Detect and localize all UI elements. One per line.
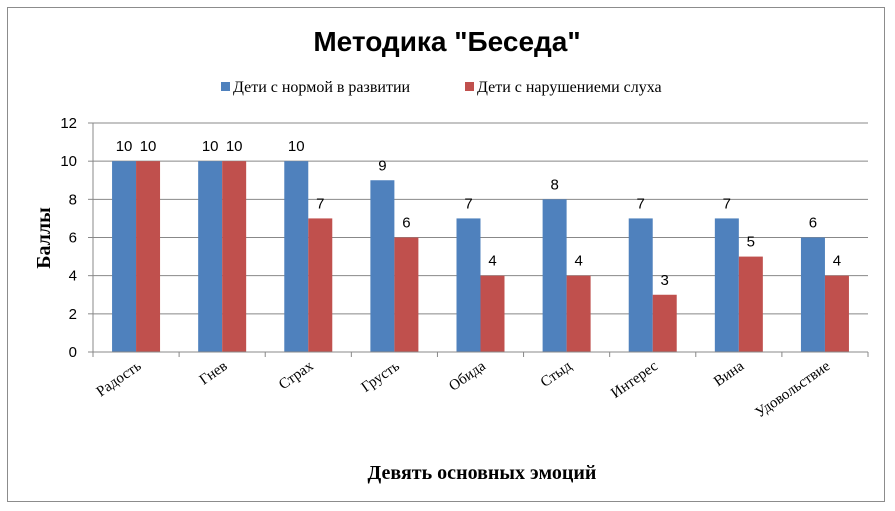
y-tick-label: 6 — [69, 230, 77, 247]
bar-series-1 — [714, 218, 739, 352]
data-label-series-2: 10 — [226, 138, 243, 155]
legend: Дети с нормой в развитии Дети с нарушени… — [221, 79, 662, 96]
data-label-series-2: 5 — [747, 234, 755, 251]
y-tick-label: 10 — [60, 153, 77, 170]
bar-series-1 — [198, 161, 223, 352]
data-label-series-1: 7 — [637, 195, 645, 212]
bar-series-2 — [308, 218, 333, 352]
x-axis-title: Девять основных эмоций — [368, 462, 597, 484]
bar-series-2 — [480, 275, 505, 352]
y-tick-label: 12 — [60, 115, 77, 132]
data-label-series-1: 8 — [550, 176, 558, 193]
bar-series-1 — [800, 237, 825, 352]
category-label: Страх — [276, 358, 317, 393]
data-label-series-2: 7 — [316, 195, 324, 212]
data-label-series-1: 9 — [378, 157, 386, 174]
data-label-series-2: 4 — [574, 253, 582, 270]
x-axis — [92, 123, 869, 357]
category-label: Радость — [94, 358, 145, 400]
data-labels: 10 10 10 10 10 7 9 6 7 4 8 4 7 3 7 5 6 4 — [116, 138, 841, 289]
category-label: Грусть — [359, 358, 403, 396]
category-label: Обида — [446, 358, 489, 395]
legend-swatch-series-1 — [221, 82, 230, 91]
bar-series-2 — [738, 256, 763, 352]
bar-series-2 — [824, 275, 849, 352]
y-tick-label: 2 — [69, 306, 77, 323]
data-label-series-2: 6 — [402, 215, 410, 232]
y-tick-label: 8 — [69, 191, 77, 208]
category-label: Стыд — [538, 358, 575, 391]
category-label: Интерес — [608, 358, 661, 402]
data-label-series-1: 7 — [723, 195, 731, 212]
bar-series-1 — [456, 218, 481, 352]
data-label-series-1: 10 — [202, 138, 219, 155]
data-label-series-1: 7 — [464, 195, 472, 212]
bar-series-1 — [112, 161, 137, 352]
bar-series-1 — [628, 218, 653, 352]
bar-series-2 — [136, 161, 161, 352]
data-label-series-2: 4 — [833, 253, 841, 270]
y-axis-title: Баллы — [33, 207, 55, 269]
legend-swatch-series-2 — [465, 82, 474, 91]
y-axis-ticks: 0 2 4 6 8 10 12 — [60, 115, 93, 361]
bar-series-1 — [542, 199, 567, 352]
category-labels: Радость Гнев Страх Грусть Обида Стыд Интерес Ви… — [94, 358, 834, 421]
bars — [112, 161, 849, 352]
y-tick-label: 0 — [69, 344, 77, 361]
bar-series-2 — [652, 294, 677, 352]
data-label-series-1: 10 — [288, 138, 305, 155]
chart-title: Методика "Беседа" — [313, 26, 580, 57]
data-label-series-1: 10 — [116, 138, 133, 155]
bar-series-2 — [222, 161, 247, 352]
category-label: Вина — [711, 358, 747, 390]
data-label-series-2: 3 — [661, 272, 669, 289]
bar-series-2 — [566, 275, 591, 352]
bar-series-1 — [370, 180, 395, 352]
legend-label-series-1: Дети с нормой в развитии — [233, 79, 411, 96]
bar-series-2 — [394, 237, 419, 352]
data-label-series-2: 10 — [140, 138, 157, 155]
category-label: Удовольствие — [753, 358, 834, 421]
bar-series-1 — [284, 161, 309, 352]
data-label-series-1: 6 — [809, 215, 817, 232]
data-label-series-2: 4 — [488, 253, 496, 270]
legend-label-series-2: Дети с нарушениеми слуха — [477, 79, 662, 96]
y-tick-label: 4 — [69, 268, 77, 285]
category-label: Гнев — [197, 358, 231, 388]
